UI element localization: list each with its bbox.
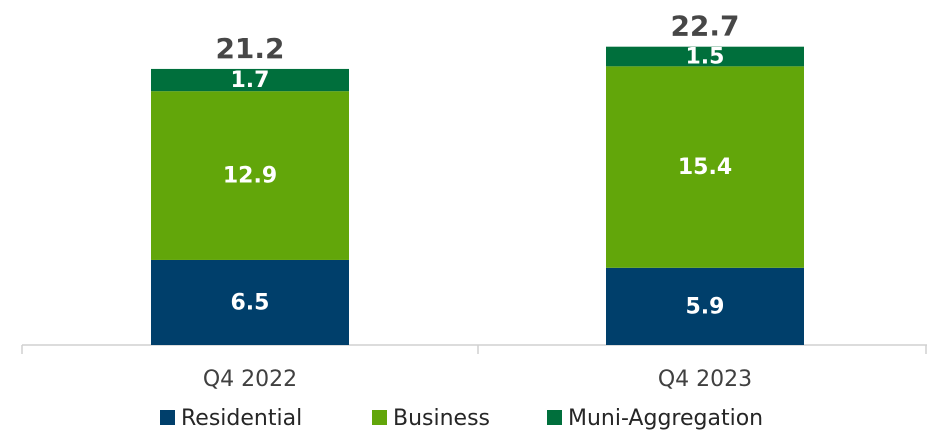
- legend-label: Residential: [181, 406, 302, 431]
- data-label: 5.9: [686, 294, 725, 319]
- legend-label: Muni-Aggregation: [568, 406, 763, 431]
- total-label: 21.2: [215, 32, 284, 65]
- bar-segment: [151, 68, 349, 92]
- bar-segment: [606, 267, 804, 345]
- bar-segment: [606, 66, 804, 268]
- bar-segment: [151, 91, 349, 260]
- data-label: 1.5: [686, 45, 725, 70]
- legend-swatch: [547, 410, 562, 425]
- data-label: 1.7: [231, 68, 270, 93]
- bar-segment: [606, 46, 804, 67]
- data-label: 6.5: [231, 290, 270, 315]
- total-label: 22.7: [670, 10, 739, 43]
- data-label: 12.9: [223, 164, 277, 189]
- legend-swatch: [160, 410, 175, 425]
- data-label: 15.4: [678, 155, 732, 180]
- x-tick-label: Q4 2022: [203, 367, 297, 392]
- legend-label: Business: [393, 406, 490, 431]
- x-tick-label: Q4 2023: [658, 367, 752, 392]
- legend-swatch: [372, 410, 387, 425]
- bar-segment: [151, 259, 349, 345]
